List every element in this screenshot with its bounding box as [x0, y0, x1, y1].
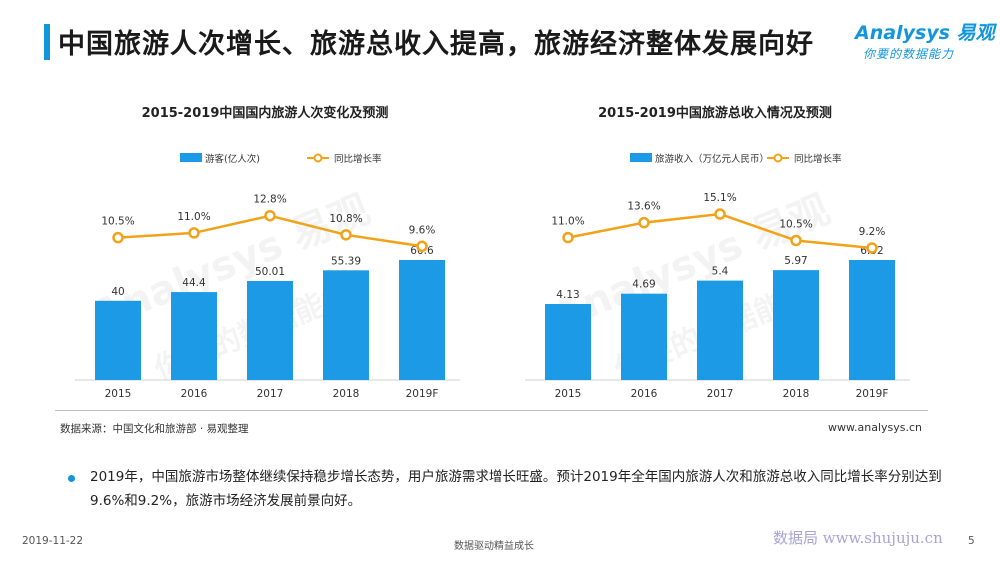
chart-title: 2015-2019中国旅游总收入情况及预测: [598, 105, 832, 121]
bar: [545, 303, 591, 380]
growth-value-label: 11.0%: [551, 216, 584, 228]
growth-value-label: 9.2%: [859, 226, 886, 238]
legend-line-label: 同比增长率: [794, 153, 842, 165]
bar-value-label: 4.69: [632, 279, 655, 291]
x-tick-label: 2015: [105, 388, 132, 400]
bar: [399, 260, 445, 380]
growth-value-label: 10.5%: [779, 218, 812, 230]
growth-value-label: 9.6%: [409, 224, 436, 236]
legend-bar-swatch: [180, 153, 202, 162]
page-title: 中国旅游人次增长、旅游总收入提高，旅游经济整体发展向好: [58, 29, 814, 60]
logo-tagline: 你要的数据能力: [863, 47, 955, 61]
growth-point: [340, 229, 352, 241]
divider: [55, 410, 928, 411]
legend-line-marker: [313, 153, 323, 163]
x-tick-label: 2016: [631, 388, 658, 400]
growth-value-label: 13.6%: [627, 201, 660, 213]
summary-text: 2019年，中国旅游市场整体继续保持稳步增长态势，用户旅游需求增长旺盛。预计20…: [90, 469, 942, 509]
bar-value-label: 4.13: [556, 289, 579, 301]
page-number: 5: [968, 535, 975, 547]
x-tick-label: 2017: [707, 388, 734, 400]
growth-point: [188, 227, 200, 239]
growth-point: [790, 234, 802, 247]
bar-value-label: 40: [111, 286, 124, 298]
chart-title: 2015-2019中国国内旅游人次变化及预测: [142, 105, 389, 121]
legend-bar-label: 游客(亿人次): [205, 153, 260, 165]
bullet-dot: [68, 475, 75, 482]
bar-value-label: 55.39: [331, 255, 361, 267]
tourism-revenue-chart: 2015-2019中国旅游总收入情况及预测旅游收入（万亿元人民币） 同比增长率 4.…: [505, 95, 925, 409]
logo-name: Analysys 易观: [855, 22, 995, 44]
legend-line-label: 同比增长率: [334, 153, 382, 165]
growth-point: [866, 242, 878, 254]
growth-value-label: 10.5%: [101, 216, 134, 228]
tourist-visits-chart: 2015-2019中国国内旅游人次变化及预测游客(亿人次) 同比增长率 40 2015…: [55, 95, 475, 409]
x-tick-label: 2019F: [406, 388, 439, 400]
analysys-logo: Analysys 易观 你要的数据能力: [853, 18, 995, 68]
bar: [323, 270, 369, 380]
growth-point: [112, 231, 124, 244]
legend-bar-label: 旅游收入（万亿元人民币）: [655, 153, 769, 165]
growth-point: [714, 208, 726, 220]
bar-value-label: 5.97: [784, 255, 807, 267]
bar: [697, 280, 743, 380]
legend-line-marker: [773, 153, 783, 163]
x-tick-label: 2018: [333, 388, 360, 400]
footer-date: 2019-11-22: [22, 535, 84, 547]
website-link[interactable]: www.analysys.cn: [828, 421, 922, 434]
growth-value-label: 15.1%: [703, 192, 736, 204]
growth-value-label: 12.8%: [253, 194, 286, 206]
bar-value-label: 5.4: [712, 266, 729, 278]
bar: [773, 270, 819, 380]
legend-bar-swatch: [630, 153, 652, 162]
x-tick-label: 2017: [257, 388, 284, 400]
bar-value-label: 44.4: [182, 277, 206, 289]
x-tick-label: 2018: [783, 388, 810, 400]
bar-value-label: 50.01: [255, 266, 285, 278]
bar: [849, 260, 895, 380]
x-tick-label: 2016: [181, 388, 208, 400]
footer-watermark: 数据局 www.shujuju.cn: [773, 529, 943, 547]
growth-value-label: 11.0%: [177, 211, 210, 223]
x-tick-label: 2019F: [856, 388, 889, 400]
bar: [95, 300, 141, 380]
title-accent-bar: [44, 24, 50, 60]
bar: [247, 280, 293, 380]
growth-value-label: 10.8%: [329, 213, 362, 225]
bar: [171, 292, 217, 380]
bar: [621, 293, 667, 380]
growth-point: [416, 240, 428, 253]
footer-slogan: 数据驱动精益成长: [454, 541, 534, 552]
growth-point: [638, 216, 650, 229]
x-tick-label: 2015: [555, 388, 582, 400]
growth-point: [562, 231, 574, 244]
data-source: 数据来源：中国文化和旅游部 · 易观整理: [60, 423, 249, 435]
growth-point: [264, 209, 276, 222]
